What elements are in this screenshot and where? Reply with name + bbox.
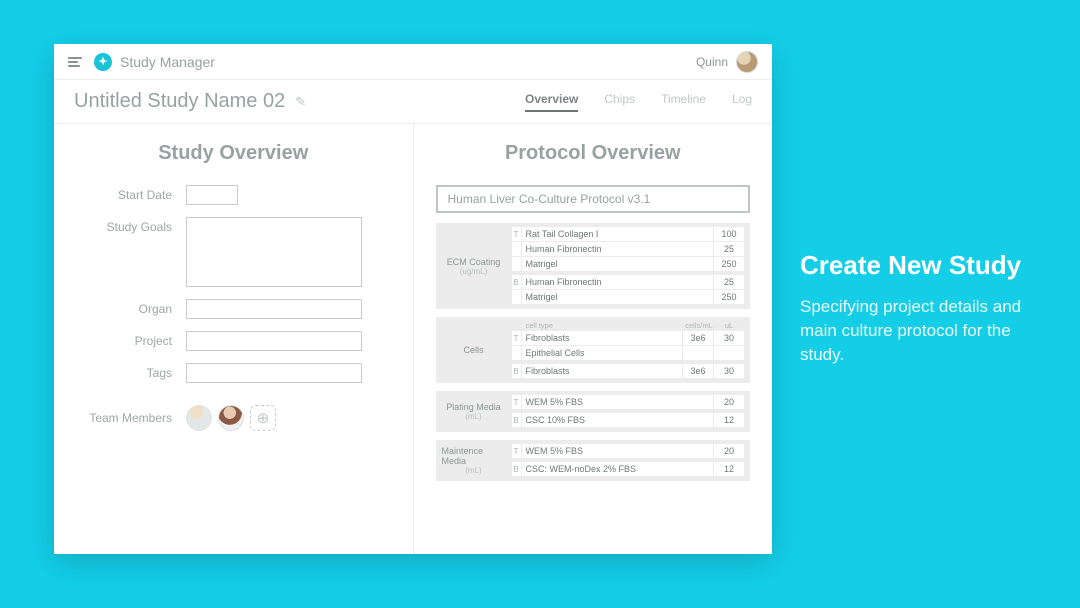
caption-body: Specifying project details and main cult…: [800, 295, 1050, 366]
protocol-cell-name: Epithelial Cells: [522, 346, 683, 360]
menu-icon[interactable]: [68, 57, 84, 67]
tab-log[interactable]: Log: [732, 92, 752, 112]
protocol-row[interactable]: BCSC: WEM-noDex 2% FBS12: [512, 462, 745, 476]
tab-bar: Overview Chips Timeline Log: [525, 92, 752, 112]
protocol-cell-name: Matrigel: [522, 290, 714, 304]
protocol-row[interactable]: Matrigel250: [512, 290, 745, 304]
top-bar: ✦ Study Manager Quinn: [54, 44, 772, 80]
organ-input[interactable]: [186, 299, 362, 319]
app-title: Study Manager: [120, 54, 696, 70]
protocol-cell-value: 12: [714, 462, 744, 476]
protocol-row[interactable]: Matrigel250: [512, 257, 745, 271]
start-date-label: Start Date: [76, 185, 186, 205]
tab-overview[interactable]: Overview: [525, 92, 578, 112]
protocol-cell-name: WEM 5% FBS: [522, 444, 714, 458]
app-logo-icon: ✦: [94, 53, 112, 71]
study-overview-panel: Study Overview Start Date Study Goals Or…: [54, 124, 414, 554]
protocol-row[interactable]: BCSC 10% FBS12: [512, 413, 745, 427]
add-team-member-button[interactable]: ⊕: [250, 405, 276, 431]
protocol-cell-name: Human Fibronectin: [522, 242, 714, 256]
protocol-block: Plating Media(mL) TWEM 5% FBS20 BCSC 10% F…: [436, 391, 751, 432]
protocol-name-value: Human Liver Co-Culture Protocol v3.1: [448, 192, 651, 206]
tags-label: Tags: [76, 363, 186, 383]
tab-chips[interactable]: Chips: [604, 92, 635, 112]
protocol-cell-value: 100: [714, 227, 744, 241]
protocol-block-sublabel: (mL): [465, 466, 481, 475]
protocol-row[interactable]: TFibroblasts3e630: [512, 331, 745, 345]
protocol-block: Cellscell typecells/mLuLTFibroblasts3e63…: [436, 317, 751, 383]
protocol-block: Maintence Media(mL) TWEM 5% FBS20 BCSC: WE…: [436, 440, 751, 481]
protocol-cell-name: Matrigel: [522, 257, 714, 271]
organ-label: Organ: [76, 299, 186, 319]
user-name[interactable]: Quinn: [696, 55, 728, 69]
protocol-name-input[interactable]: Human Liver Co-Culture Protocol v3.1: [436, 185, 751, 213]
team-member-avatar[interactable]: [186, 405, 212, 431]
team-member-avatar[interactable]: [218, 405, 244, 431]
caption-title: Create New Study: [800, 250, 1050, 281]
protocol-row[interactable]: BFibroblasts3e630: [512, 364, 745, 378]
protocol-row[interactable]: Epithelial Cells: [512, 346, 745, 360]
protocol-cell-value: 20: [714, 395, 744, 409]
protocol-cell-name: Fibroblasts: [522, 364, 683, 378]
protocol-row[interactable]: Human Fibronectin25: [512, 242, 745, 256]
protocol-overview-heading: Protocol Overview: [436, 142, 751, 165]
protocol-cell-name: Fibroblasts: [522, 331, 683, 345]
protocol-row[interactable]: TWEM 5% FBS20: [512, 444, 745, 458]
protocol-cell-value: [714, 346, 744, 360]
project-label: Project: [76, 331, 186, 351]
tab-timeline[interactable]: Timeline: [661, 92, 706, 112]
protocol-blocks: ECM Coating(ug/mL) TRat Tail Collagen I10…: [436, 223, 751, 481]
protocol-block-sublabel: (mL): [465, 412, 481, 421]
protocol-block-label: Cells: [463, 345, 483, 355]
protocol-row[interactable]: TWEM 5% FBS20: [512, 395, 745, 409]
protocol-cell-name: Rat Tail Collagen I: [522, 227, 714, 241]
protocol-cell-value: [683, 346, 713, 360]
user-avatar[interactable]: [736, 51, 758, 73]
protocol-cell-value: 30: [714, 331, 744, 345]
protocol-cell-value: 30: [714, 364, 744, 378]
team-members-label: Team Members: [76, 411, 186, 425]
protocol-cell-value: 25: [714, 275, 744, 289]
side-caption: Create New Study Specifying project deta…: [800, 250, 1050, 366]
start-date-input[interactable]: [186, 185, 238, 205]
protocol-cell-name: CSC 10% FBS: [522, 413, 714, 427]
protocol-cell-name: WEM 5% FBS: [522, 395, 714, 409]
protocol-overview-panel: Protocol Overview Human Liver Co-Culture…: [414, 124, 773, 554]
edit-title-icon[interactable]: ✎: [295, 94, 306, 110]
protocol-block-label: ECM Coating: [447, 257, 501, 267]
protocol-cell-value: 250: [714, 290, 744, 304]
protocol-row[interactable]: BHuman Fibronectin25: [512, 275, 745, 289]
project-input[interactable]: [186, 331, 362, 351]
study-goals-input[interactable]: [186, 217, 362, 287]
study-overview-heading: Study Overview: [76, 142, 391, 165]
protocol-block: ECM Coating(ug/mL) TRat Tail Collagen I10…: [436, 223, 751, 309]
tags-input[interactable]: [186, 363, 362, 383]
study-title: Untitled Study Name 02: [74, 90, 285, 113]
protocol-cell-name: CSC: WEM-noDex 2% FBS: [522, 462, 714, 476]
protocol-block-label: Maintence Media: [442, 446, 506, 466]
protocol-block-sublabel: (ug/mL): [460, 267, 488, 276]
protocol-cell-value: 20: [714, 444, 744, 458]
study-goals-label: Study Goals: [76, 217, 186, 287]
protocol-cell-name: Human Fibronectin: [522, 275, 714, 289]
protocol-row[interactable]: TRat Tail Collagen I100: [512, 227, 745, 241]
protocol-cell-value: 3e6: [683, 364, 713, 378]
protocol-cell-value: 12: [714, 413, 744, 427]
app-window: ✦ Study Manager Quinn Untitled Study Nam…: [54, 44, 772, 554]
protocol-cell-value: 25: [714, 242, 744, 256]
study-title-row: Untitled Study Name 02 ✎ Overview Chips …: [54, 80, 772, 124]
protocol-block-label: Plating Media: [446, 402, 501, 412]
protocol-cell-value: 3e6: [683, 331, 713, 345]
main-area: Study Overview Start Date Study Goals Or…: [54, 124, 772, 554]
protocol-cell-value: 250: [714, 257, 744, 271]
